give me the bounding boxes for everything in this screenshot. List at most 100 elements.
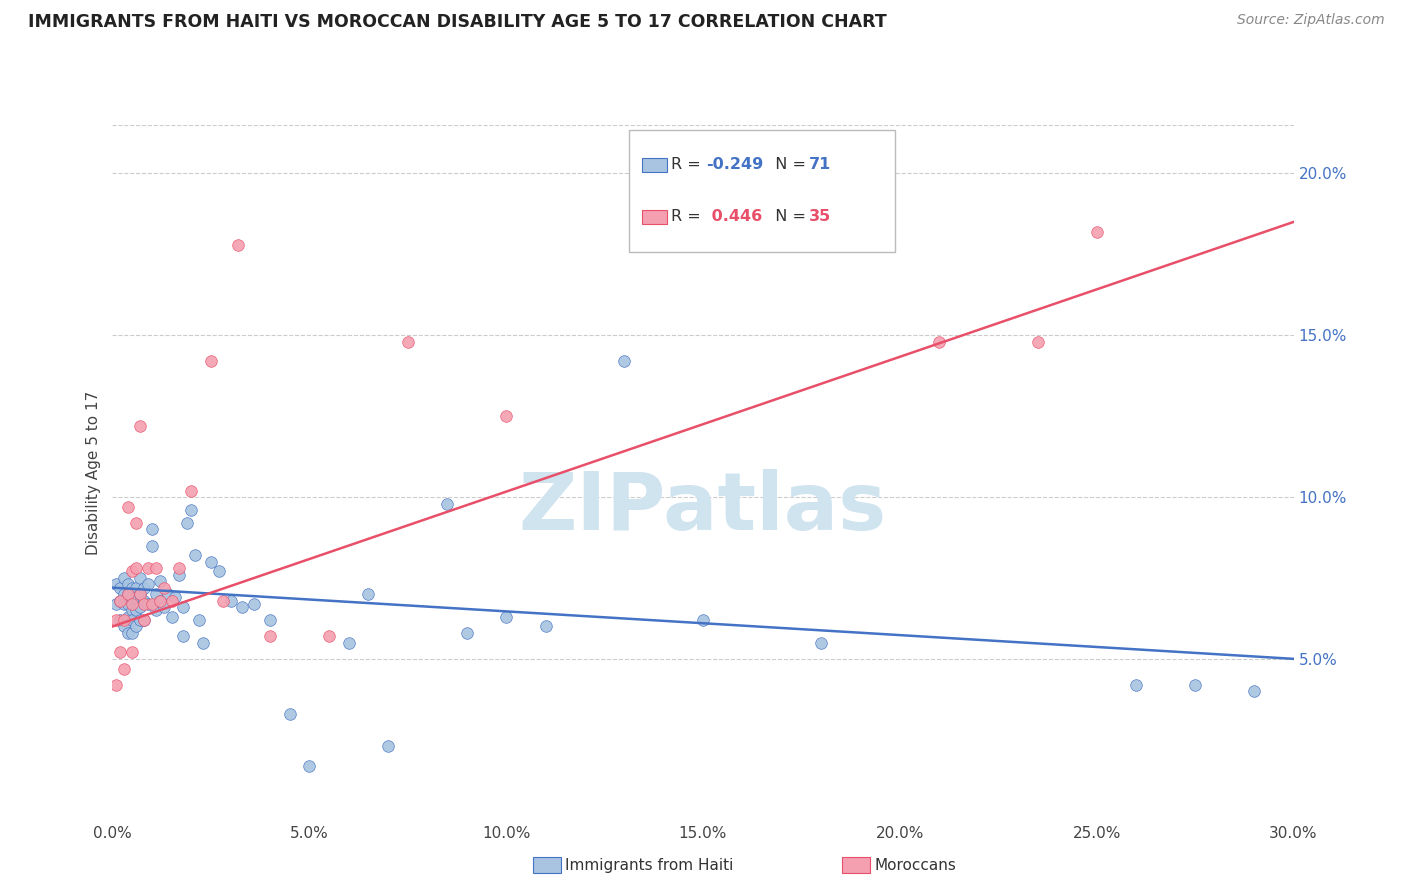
Point	[259, 629, 281, 643]
Point	[810, 635, 832, 649]
Point	[495, 409, 517, 424]
Point	[231, 600, 253, 615]
Point	[184, 549, 207, 563]
Point	[495, 609, 517, 624]
Point	[191, 635, 214, 649]
Point	[152, 600, 174, 615]
Point	[278, 706, 301, 721]
Point	[160, 609, 183, 624]
Point	[149, 593, 172, 607]
Point	[200, 555, 222, 569]
Point	[613, 354, 636, 368]
Point	[211, 593, 233, 607]
Point	[145, 603, 167, 617]
Point	[132, 613, 155, 627]
Point	[110, 613, 132, 627]
Point	[456, 626, 478, 640]
Point	[105, 613, 128, 627]
Point	[117, 587, 139, 601]
Point	[1085, 225, 1108, 239]
Point	[125, 591, 148, 605]
Text: Immigrants from Haiti: Immigrants from Haiti	[565, 858, 734, 872]
Text: IMMIGRANTS FROM HAITI VS MOROCCAN DISABILITY AGE 5 TO 17 CORRELATION CHART: IMMIGRANTS FROM HAITI VS MOROCCAN DISABI…	[28, 13, 887, 31]
Point	[228, 237, 250, 252]
Point	[110, 593, 132, 607]
Text: R =: R =	[671, 210, 706, 225]
Point	[534, 619, 557, 633]
Point	[121, 581, 143, 595]
Point	[125, 619, 148, 633]
Point	[121, 613, 143, 627]
Point	[298, 758, 321, 772]
Text: 71: 71	[808, 158, 831, 172]
Point	[117, 597, 139, 611]
Text: 35: 35	[808, 210, 831, 225]
Point	[1026, 334, 1049, 349]
Point	[176, 516, 198, 530]
Point	[132, 581, 155, 595]
Point	[121, 626, 143, 640]
Point	[188, 613, 211, 627]
Point	[125, 581, 148, 595]
Point	[436, 496, 458, 510]
Point	[172, 600, 194, 615]
Point	[121, 591, 143, 605]
Point	[117, 626, 139, 640]
Point	[337, 635, 360, 649]
Point	[169, 561, 191, 575]
Point	[129, 587, 152, 601]
Point	[145, 587, 167, 601]
Text: R =: R =	[671, 158, 706, 172]
Point	[105, 597, 128, 611]
Point	[117, 500, 139, 514]
Text: -0.249: -0.249	[706, 158, 763, 172]
Point	[259, 613, 281, 627]
Point	[357, 587, 380, 601]
Point	[132, 597, 155, 611]
Point	[125, 603, 148, 617]
Point	[112, 597, 135, 611]
Point	[243, 597, 266, 611]
Point	[112, 661, 135, 675]
Y-axis label: Disability Age 5 to 17: Disability Age 5 to 17	[86, 391, 101, 555]
Point	[160, 593, 183, 607]
Point	[318, 629, 340, 643]
Point	[132, 613, 155, 627]
Point	[377, 739, 399, 754]
Point	[928, 334, 950, 349]
Text: ZIPatlas: ZIPatlas	[519, 468, 887, 547]
Point	[112, 571, 135, 585]
Point	[156, 587, 179, 601]
Point	[121, 603, 143, 617]
Point	[219, 593, 242, 607]
Point	[1243, 684, 1265, 698]
Point	[141, 522, 163, 536]
Point	[117, 587, 139, 601]
Point	[129, 418, 152, 433]
Point	[136, 561, 159, 575]
Point	[112, 587, 135, 601]
Point	[112, 619, 135, 633]
Text: N =: N =	[765, 158, 811, 172]
Point	[125, 516, 148, 530]
Point	[169, 567, 191, 582]
Point	[129, 613, 152, 627]
Text: Source: ZipAtlas.com: Source: ZipAtlas.com	[1237, 13, 1385, 28]
Point	[141, 597, 163, 611]
Point	[110, 645, 132, 659]
Point	[200, 354, 222, 368]
Point	[110, 581, 132, 595]
Point	[112, 613, 135, 627]
Point	[117, 577, 139, 591]
Point	[172, 629, 194, 643]
Point	[152, 581, 174, 595]
Point	[105, 678, 128, 692]
Point	[136, 597, 159, 611]
Point	[180, 483, 202, 498]
Point	[1125, 678, 1147, 692]
Point	[141, 539, 163, 553]
Point	[149, 593, 172, 607]
Point	[208, 565, 231, 579]
Point	[396, 334, 419, 349]
Text: N =: N =	[765, 210, 811, 225]
